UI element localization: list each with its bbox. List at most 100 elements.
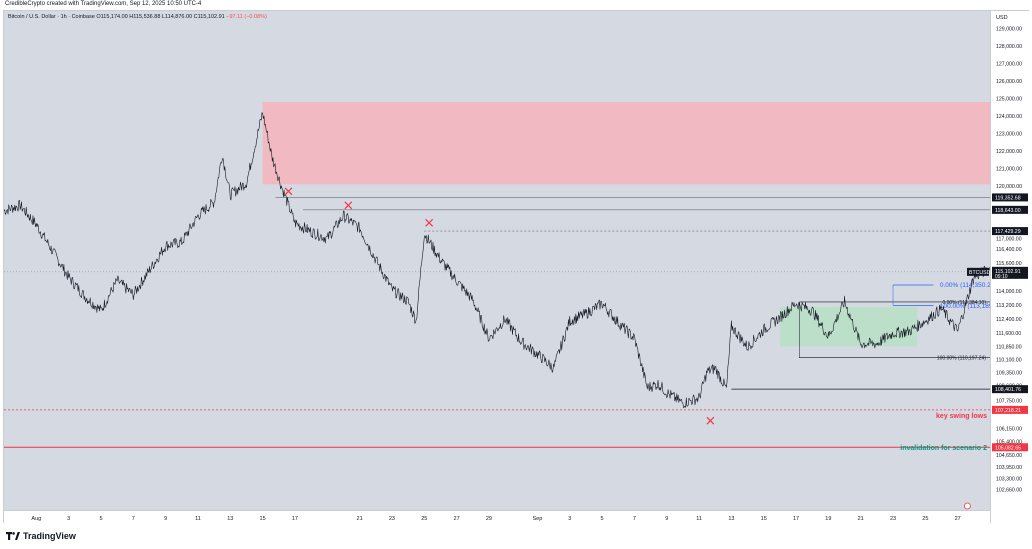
symbol-tag-label: BTCUSD [969,270,990,276]
axis-currency-label: USD [996,15,1008,21]
price-tick-label: 123,000.00 [996,132,1022,138]
price-tick-label: 110,100.00 [996,357,1022,363]
invalidation-label: invalidation for scenario 2 [900,445,987,452]
time-tick-label: 29 [486,516,492,522]
price-tick-label: 121,000.00 [996,167,1022,173]
price-tick-label: 107,750.00 [996,399,1022,405]
time-tick-label: 9 [164,516,167,522]
price-tick-label: 104,650.00 [996,453,1022,459]
time-tick-label: 5 [601,516,604,522]
price-tick-label: 112,400.00 [996,317,1022,323]
time-axis[interactable]: Aug 3 5 7 9 11 13 15 17 21 23 25 27 29 Sep 3 5 7 9 11 13 15 17… [4,510,990,524]
time-tick-label: 5 [99,516,102,522]
price-tick-label: 120,000.00 [996,184,1022,190]
price-tick-label: 117,000.00 [996,237,1022,243]
low-value: L114,876.00 [161,14,193,20]
price-tick-label: 129,000.00 [996,27,1022,33]
time-tick-label: 25 [922,516,928,522]
price-tick-label: 122,000.00 [996,149,1022,155]
ohlc-legend: Bitcoin / U.S. Dollar · 1h · Coinbase O1… [8,14,267,20]
symbol-label[interactable]: Bitcoin / U.S. Dollar · 1h · Coinbase [8,14,95,20]
price-tick-label: 116,400.00 [996,247,1022,253]
time-tick-label: 25 [421,516,427,522]
time-tick-label: 11 [696,516,702,522]
change-value: −97.11 (−0.08%) [226,14,267,20]
level-price-label: 117,429.29 [995,229,1021,235]
fib-upper-top-label: 0.00% (114,350.21) [940,282,990,289]
price-tick-label: 126,000.00 [996,79,1022,85]
time-tick-label: 13 [227,516,233,522]
tradingview-logo-icon [6,532,20,540]
time-tick-label: 3 [67,516,70,522]
time-axis-svg[interactable]: Aug 3 5 7 9 11 13 15 17 21 23 25 27 29 Sep 3 5 7 9 11 13 15 17… [4,511,990,524]
price-tick-label: 102,660.00 [996,488,1022,494]
price-tick-label: 103,300.00 [996,476,1022,482]
chart-credit: CredibleCrypto created with TradingView.… [5,1,202,7]
time-tick-label: 21 [357,516,363,522]
tradingview-footer: TradingView [6,531,76,541]
level-price-tag [992,405,1028,414]
current-price-label: 115,102.91 [995,269,1021,275]
level-price-tag [992,205,1028,214]
price-tick-label: 103,950.00 [996,465,1022,471]
time-tick-label: 13 [728,516,734,522]
swing-high-x-marker [284,187,293,196]
swing-high-x-marker [425,218,434,227]
time-tick-label: 15 [260,516,266,522]
time-tick-label: 17 [292,516,298,522]
swing-high-x-marker [706,416,715,425]
time-tick-label: 9 [665,516,668,522]
time-tick-label: Sep [533,516,543,522]
level-price-tag [992,385,1028,394]
key-swing-lows-label: key swing lows [936,413,987,420]
close-value: C115,102.91 [193,14,225,20]
time-tick-label: 27 [955,516,961,522]
level-price-label: 118,643.00 [995,208,1021,214]
level-price-label: 108,401.76 [995,387,1021,393]
symbol-tag [967,267,989,276]
price-tick-label: 109,350.00 [996,371,1022,377]
price-tick-label: 106,150.00 [996,427,1022,433]
brand-name: TradingView [23,531,76,541]
level-price-label: 105,082.65 [995,445,1021,451]
countdown-label: 09:10 [995,274,1008,280]
time-tick-label: 19 [825,516,831,522]
time-tick-label: Aug [31,516,41,522]
fib-lower-top-label: 0.00% (113,384.10) [942,300,986,306]
price-tick-label: 127,000.00 [996,62,1022,68]
level-price-label: 107,218.21 [995,408,1021,414]
price-chart-svg[interactable]: 0.00% (113,384.10) 100.00% (110,197.24) 0.… [4,11,990,523]
price-axis-svg[interactable]: USD 129,000.00 128,000.00 127,000.00 126,000… [991,11,1029,523]
chart-plot-area[interactable]: 0.00% (113,384.10) 100.00% (110,197.24) 0.… [4,11,990,523]
time-tick-label: 15 [761,516,767,522]
time-tick-label: 23 [890,516,896,522]
price-axis[interactable]: USD 129,000.00 128,000.00 127,000.00 126,000… [990,11,1029,523]
time-tick-label: 11 [195,516,201,522]
price-tick-label: 124,000.00 [996,114,1022,120]
price-tick-label: 125,000.00 [996,97,1022,103]
open-value: O115,174.00 [96,14,128,20]
price-series-line [4,112,990,409]
price-tick-label: 114,000.00 [996,289,1022,295]
level-price-tag [992,443,1028,452]
time-tick-label: 17 [793,516,799,522]
supply-zone [262,102,990,185]
price-tick-label: 111,600.00 [996,331,1021,337]
fib-lower-bottom-label: 100.00% (110,197.24) [937,356,986,362]
price-tick-label: 115,600.00 [996,261,1022,267]
time-tick-label: 23 [389,516,395,522]
current-price-tag [992,266,1028,279]
time-tick-label: 21 [858,516,864,522]
level-price-label: 119,352.68 [995,195,1021,201]
swing-high-x-marker [344,201,353,210]
price-tick-label: 113,200.00 [996,303,1022,309]
time-tick-label: 7 [633,516,636,522]
price-tick-label: 128,000.00 [996,44,1022,50]
high-value: H115,536.88 [129,14,161,20]
price-tick-label: 110,850.00 [996,344,1022,350]
price-tick-label: 105,400.00 [996,440,1022,446]
level-price-tag [992,193,1028,202]
level-price-tag [992,227,1028,236]
time-tick-label: 7 [132,516,135,522]
time-tick-label: 27 [454,516,460,522]
